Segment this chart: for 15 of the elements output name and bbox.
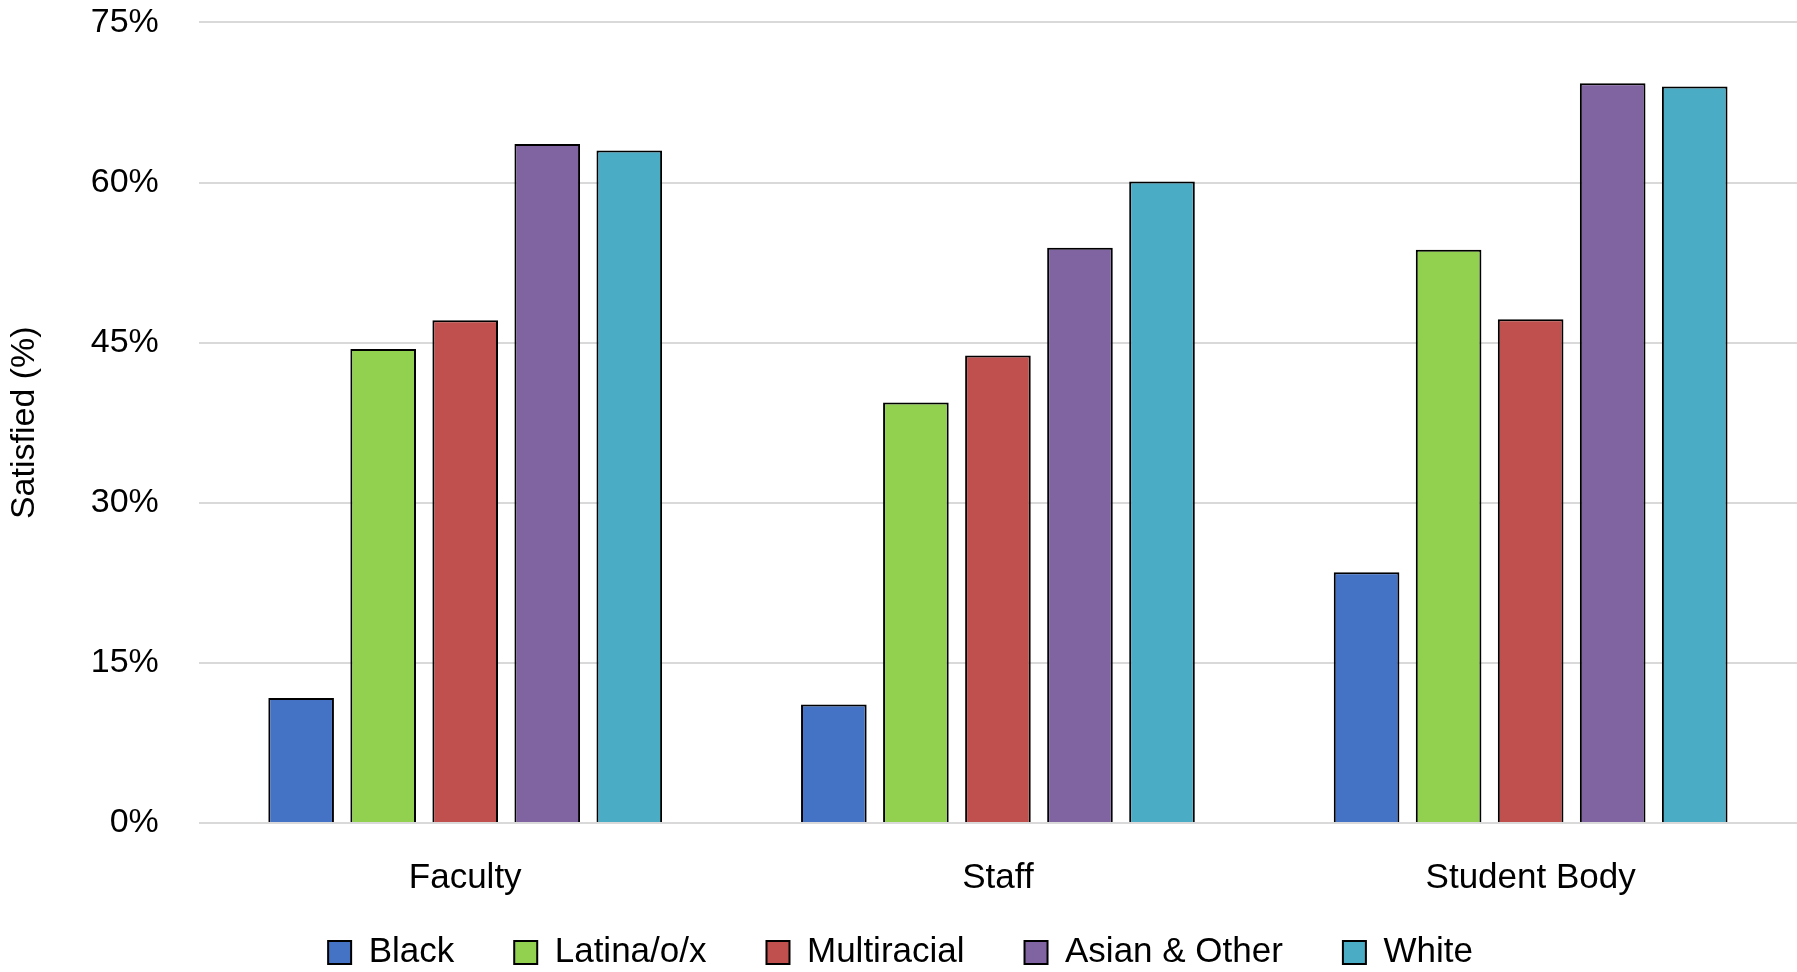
x-tick-label: Student Body xyxy=(1425,855,1637,895)
legend-label: Multiracial xyxy=(806,930,965,970)
y-tick-label: 0% xyxy=(109,801,159,840)
legend-label: Latina/o/x xyxy=(554,930,707,970)
y-tick-label: 15% xyxy=(90,641,159,680)
x-tick-label: Staff xyxy=(962,855,1034,895)
y-tick-label: 60% xyxy=(90,160,159,199)
legend-label: Black xyxy=(368,930,455,970)
y-tick-label: 30% xyxy=(90,481,159,520)
legend-label: White xyxy=(1383,930,1473,970)
legend-label: Asian & Other xyxy=(1065,930,1284,970)
y-tick-label: 45% xyxy=(90,321,159,360)
x-tick-label: Faculty xyxy=(408,855,523,895)
y-tick-label: 75% xyxy=(90,0,159,39)
y-axis-title: Satisfied (%) xyxy=(2,326,41,520)
